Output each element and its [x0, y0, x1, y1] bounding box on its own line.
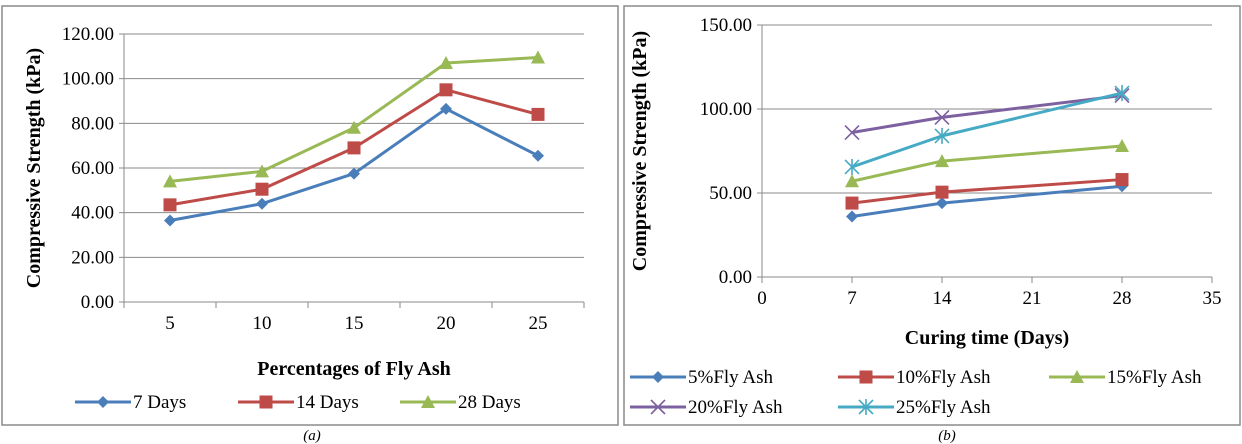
x-tick-label: 21 [1023, 288, 1042, 309]
legend-label: 5%Fly Ash [688, 367, 773, 388]
data-point [1115, 173, 1129, 187]
legend-label: 15%Fly Ash [1107, 367, 1202, 388]
legend-label: 7 Days [133, 392, 186, 413]
y-axis-title: Compressive Strength (kPa) [23, 48, 45, 288]
y-tick-label: 60.00 [71, 158, 114, 179]
x-tick-label: 15 [345, 313, 364, 334]
x-tick-label: 0 [757, 288, 767, 309]
data-point [439, 56, 453, 70]
chart-b-svg: 0.00 50.00 100.00 150.00 0 7 14 21 28 35 Compressi… [623, 5, 1241, 444]
data-point [255, 182, 269, 196]
chart-frame [623, 5, 1241, 426]
data-point [439, 83, 453, 97]
data-point [1115, 138, 1129, 152]
data-point [1114, 85, 1130, 102]
x-tick-label: 5 [165, 313, 175, 334]
chart-a-svg: 0.00 20.00 40.00 60.00 80.00 100.00 120.00 5 10 1… [1, 5, 619, 444]
legend-label: 14 Days [296, 392, 359, 413]
y-tick-label: 50.00 [709, 183, 752, 204]
x-tick-label: 14 [933, 288, 953, 309]
series-line-1 [851, 184, 1123, 219]
x-axis-title: Curing time (Days) [905, 327, 1069, 349]
y-tick-label: 20.00 [71, 247, 114, 268]
legend-marker [652, 371, 664, 383]
x-tick-label: 28 [1113, 288, 1132, 309]
x-tick-label: 20 [437, 313, 456, 334]
data-point [163, 174, 177, 188]
x-axis-title: Percentages of Fly Ash [257, 358, 451, 380]
data-point [936, 197, 948, 210]
data-point [845, 196, 859, 210]
legend-label: 20%Fly Ash [688, 397, 783, 418]
legend-marker [97, 396, 109, 408]
data-point [347, 120, 361, 134]
data-point [531, 107, 545, 121]
data-point [255, 164, 269, 178]
chart-frame [1, 5, 619, 426]
data-point [845, 174, 859, 188]
legend-marker [421, 395, 435, 408]
y-tick-label: 0.00 [81, 292, 114, 313]
y-tick-label: 100.00 [62, 69, 114, 90]
chart-a: 0.00 20.00 40.00 60.00 80.00 100.00 120.00 5 10 1… [0, 0, 620, 444]
data-point [844, 158, 860, 175]
y-tick-label: 0.00 [719, 267, 752, 288]
legend-label: 28 Days [458, 392, 521, 413]
legend-marker [858, 399, 874, 415]
data-point [347, 141, 361, 155]
x-tick-label: 25 [529, 313, 548, 334]
legend-marker [859, 370, 873, 384]
series-line-3 [851, 144, 1123, 183]
data-point [532, 149, 544, 162]
x-tick-label: 7 [847, 288, 857, 309]
figure-caption: (b) [938, 428, 956, 444]
x-tick-label: 10 [253, 313, 272, 334]
data-point [844, 124, 860, 141]
y-tick-label: 100.00 [700, 99, 752, 120]
legend-label: 25%Fly Ash [896, 397, 991, 418]
data-point [256, 197, 268, 210]
data-point [935, 185, 949, 199]
data-point [440, 102, 452, 115]
chart-b: 0.00 50.00 100.00 150.00 0 7 14 21 28 35 Compressi… [622, 0, 1242, 444]
figure-caption: (a) [303, 428, 321, 444]
data-point [348, 167, 360, 180]
data-point [935, 154, 949, 168]
legend-marker [259, 395, 273, 409]
series-line-3 [169, 55, 539, 183]
legend-marker [650, 399, 666, 415]
data-point [531, 50, 545, 64]
x-tick-label: 35 [1203, 288, 1222, 309]
data-point [846, 210, 858, 223]
data-point [164, 214, 176, 227]
y-tick-label: 120.00 [62, 24, 114, 45]
series-line-4 [851, 94, 1123, 134]
y-tick-label: 40.00 [71, 203, 114, 224]
data-point [934, 127, 950, 144]
y-axis-title: Compressive Strength (kPa) [629, 31, 651, 271]
legend-marker [1070, 370, 1084, 383]
y-tick-label: 150.00 [700, 15, 752, 36]
data-point [934, 109, 950, 125]
y-tick-label: 80.00 [71, 113, 114, 134]
legend-label: 10%Fly Ash [896, 367, 991, 388]
data-point [163, 198, 177, 212]
